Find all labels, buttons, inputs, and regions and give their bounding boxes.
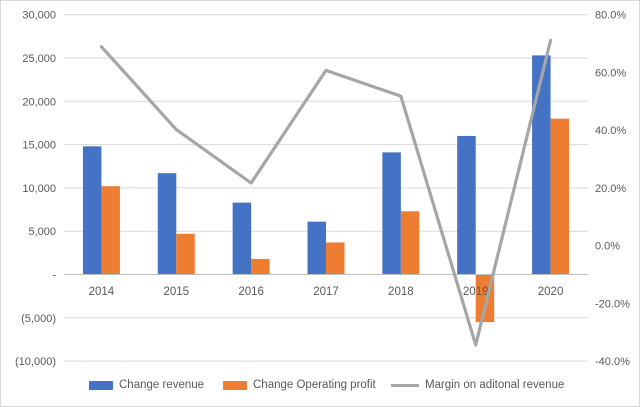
category-label: 2020 <box>538 286 564 298</box>
bar-change-revenue <box>157 173 177 275</box>
category-label: 2014 <box>89 286 115 298</box>
bar-change-revenue <box>307 221 326 275</box>
legend: Change revenue Change Operating profit M… <box>1 377 639 397</box>
category-label: 2019 <box>463 286 489 298</box>
right-axis-tick-label: -40.0% <box>595 356 630 368</box>
legend-label-margin-line: Margin on aditonal revenue <box>425 379 565 391</box>
bar-change-operating-profit <box>251 258 270 275</box>
left-axis-tick-label: 20,000 <box>22 96 56 108</box>
bar-change-revenue <box>232 202 252 275</box>
right-axis-tick-label: -20.0% <box>595 298 630 310</box>
left-axis-tick-label: (5,000) <box>21 313 56 325</box>
category-label: 2015 <box>163 286 189 298</box>
bar-change-operating-profit <box>550 118 570 275</box>
bar-change-revenue <box>532 55 551 275</box>
right-axis-tick-label: 40.0% <box>595 125 626 137</box>
bar-change-operating-profit <box>400 211 420 275</box>
legend-label-change-revenue: Change revenue <box>119 379 205 391</box>
category-label: 2018 <box>388 286 414 298</box>
category-label: 2017 <box>313 286 339 298</box>
legend-item-margin-line: Margin on aditonal revenue <box>391 377 564 393</box>
bar-change-operating-profit <box>176 233 195 275</box>
legend-item-change-revenue: Change revenue <box>89 377 204 393</box>
legend-swatch-margin-line <box>391 383 419 387</box>
bar-change-operating-profit <box>326 242 345 275</box>
left-axis-tick-label: 25,000 <box>22 53 56 65</box>
left-axis-tick-label: 10,000 <box>22 183 56 195</box>
line-series-margin <box>99 38 553 347</box>
bar-change-operating-profit <box>101 186 120 275</box>
right-axis-tick-label: 60.0% <box>595 67 626 79</box>
left-axis-tick-label: 5,000 <box>28 226 56 238</box>
legend-swatch-change-revenue <box>89 380 113 390</box>
right-axis-tick-label: 0.0% <box>595 241 620 253</box>
bar-change-revenue <box>457 135 476 275</box>
legend-label-change-operating-profit: Change Operating profit <box>253 379 376 391</box>
bar-change-revenue <box>382 152 401 275</box>
left-axis-tick-label: - <box>52 270 56 282</box>
category-label: 2016 <box>238 286 264 298</box>
bar-change-revenue <box>82 146 102 275</box>
left-axis-tick-label: (10,000) <box>15 356 56 368</box>
legend-item-change-operating-profit: Change Operating profit <box>223 377 376 393</box>
right-axis-tick-label: 80.0% <box>595 10 626 22</box>
left-axis-tick-label: 30,000 <box>22 10 56 22</box>
legend-swatch-change-operating-profit <box>223 380 247 390</box>
right-axis-tick-label: 20.0% <box>595 183 626 195</box>
left-axis-tick-label: 15,000 <box>22 140 56 152</box>
